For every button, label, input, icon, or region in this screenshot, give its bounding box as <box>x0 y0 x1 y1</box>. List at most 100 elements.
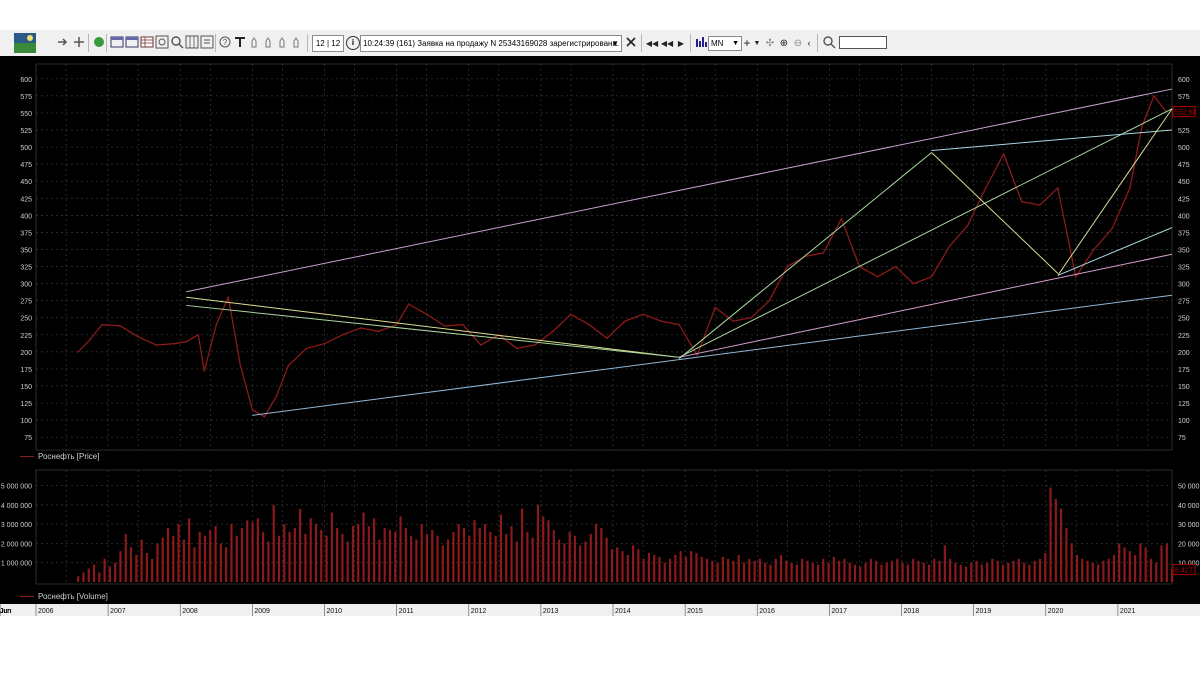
info-window-icon[interactable] <box>200 35 214 49</box>
status-message-select[interactable]: 10:24:39 (161) Заявка на продажу N 25343… <box>360 35 622 52</box>
volume-bar <box>848 562 851 582</box>
price-point <box>407 303 410 305</box>
last-price-label: 552.60 <box>1175 110 1197 117</box>
volume-bar <box>1023 562 1026 582</box>
add-icon[interactable] <box>72 35 86 49</box>
volume-bar <box>478 528 481 582</box>
price-point <box>840 217 843 220</box>
volume-bar <box>135 555 138 582</box>
price-chart[interactable]: 75 75 100 100 125 125 150 150 175 175 200 200 225 225… <box>0 56 1200 456</box>
volume-tick-left: 5 000 000 <box>1 484 32 491</box>
volume-bar <box>1171 569 1174 582</box>
time-tick-label: Jun <box>0 608 11 615</box>
volume-bar <box>441 545 444 582</box>
hand-icon[interactable] <box>248 35 262 49</box>
info-icon[interactable]: i <box>346 36 360 50</box>
volume-tick-right: 20 000 <box>1178 541 1200 548</box>
search-icon[interactable] <box>170 35 184 49</box>
volume-bar <box>447 539 450 582</box>
help-icon[interactable]: ? <box>218 35 232 49</box>
volume-bar <box>415 539 418 582</box>
price-tick-left: 250 <box>20 316 32 323</box>
forward-icon[interactable]: ▶ <box>677 38 685 48</box>
timeframe-select[interactable]: MN ▼ <box>708 36 742 51</box>
legend-swatch <box>20 456 34 457</box>
refresh-icon[interactable] <box>92 35 106 49</box>
price-point <box>305 347 308 350</box>
first-icon[interactable]: ◀◀ <box>645 38 659 48</box>
volume-bar <box>510 526 513 582</box>
volume-bar <box>737 555 740 582</box>
price-tick-right: 200 <box>1178 350 1190 357</box>
time-tick-label: 2015 <box>687 608 703 615</box>
last-volume-tag <box>1172 564 1196 576</box>
price-tick-left: 75 <box>24 435 32 442</box>
chevron-down-icon: ▼ <box>732 40 739 47</box>
grid-icon[interactable] <box>185 35 199 49</box>
hand-icon[interactable] <box>276 35 290 49</box>
volume-bar <box>161 537 164 582</box>
volume-bar <box>1012 560 1015 582</box>
volume-bar <box>663 562 666 582</box>
volume-bar <box>1065 528 1068 582</box>
volume-tick-right: 50 000 <box>1178 484 1200 491</box>
window-icon[interactable] <box>110 35 124 49</box>
price-point <box>173 342 176 345</box>
trendline <box>186 88 1173 293</box>
chevron-down-icon[interactable]: ▼ <box>753 39 761 47</box>
volume-bar <box>906 564 909 582</box>
volume-bar <box>1102 560 1105 582</box>
price-tick-right: 275 <box>1178 299 1190 306</box>
zoom-out-icon[interactable]: ⊖ <box>793 37 803 49</box>
volume-bar <box>864 562 867 582</box>
app-logo-icon[interactable] <box>14 33 36 53</box>
volume-bar <box>425 533 429 582</box>
back-icon[interactable]: ◀◀ <box>660 38 674 48</box>
volume-bar <box>494 535 497 582</box>
window-icon[interactable] <box>125 35 139 49</box>
volume-bar <box>742 562 746 582</box>
volume-bar <box>690 551 693 582</box>
volume-bar <box>790 562 793 582</box>
price-tick-right: 250 <box>1178 316 1190 323</box>
volume-bar <box>674 555 677 582</box>
close-icon[interactable] <box>624 35 638 49</box>
volume-bar <box>283 524 286 582</box>
move-icon[interactable]: ✣ <box>765 37 775 49</box>
price-point <box>678 323 680 326</box>
zoom-in-icon[interactable]: ⊕ <box>779 37 789 49</box>
hand-icon[interactable] <box>290 35 304 49</box>
volume-bar <box>642 558 645 582</box>
search-icon[interactable] <box>822 35 836 49</box>
price-point <box>1056 187 1059 189</box>
volume-bar <box>769 564 772 582</box>
table-icon[interactable] <box>140 35 154 49</box>
hand-icon[interactable] <box>262 35 276 49</box>
search-input[interactable] <box>839 36 887 49</box>
arrow-icon[interactable] <box>56 35 70 49</box>
price-tick-right: 225 <box>1178 333 1190 340</box>
price-tick-left: 300 <box>20 282 32 289</box>
crosshair-icon[interactable]: + <box>743 36 751 50</box>
volume-bar <box>1139 543 1142 582</box>
scroll-left-icon[interactable]: ‹ <box>807 38 811 48</box>
text-tool-icon[interactable] <box>233 35 247 49</box>
trendline <box>1057 227 1173 276</box>
trendline <box>931 152 1059 274</box>
price-point <box>1141 125 1143 128</box>
zoom-icon[interactable] <box>155 35 169 49</box>
volume-bar <box>177 524 180 582</box>
volume-bar <box>600 528 603 582</box>
volume-bar <box>1155 562 1158 582</box>
volume-bar <box>140 539 143 582</box>
volume-bar <box>336 528 339 582</box>
volume-bar <box>753 560 756 582</box>
price-point <box>155 344 158 346</box>
chevron-down-icon[interactable]: ▼ <box>611 39 619 48</box>
price-point <box>912 282 915 285</box>
volume-bar <box>373 518 376 582</box>
chart-type-icon[interactable] <box>694 35 708 49</box>
volume-bar <box>119 551 122 582</box>
price-point <box>77 351 79 353</box>
